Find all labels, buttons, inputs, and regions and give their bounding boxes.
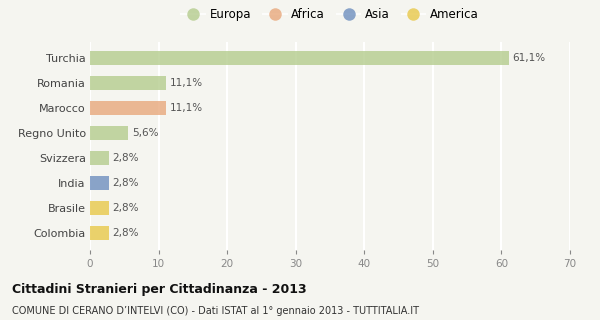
Text: COMUNE DI CERANO D’INTELVI (CO) - Dati ISTAT al 1° gennaio 2013 - TUTTITALIA.IT: COMUNE DI CERANO D’INTELVI (CO) - Dati I… <box>12 306 419 316</box>
Bar <box>90 101 166 115</box>
Bar <box>90 151 109 165</box>
Legend: Europa, Africa, Asia, America: Europa, Africa, Asia, America <box>179 6 481 24</box>
Text: Cittadini Stranieri per Cittadinanza - 2013: Cittadini Stranieri per Cittadinanza - 2… <box>12 283 307 296</box>
Bar <box>90 226 109 240</box>
Text: 11,1%: 11,1% <box>170 103 203 113</box>
Bar <box>90 201 109 215</box>
Bar <box>90 126 128 140</box>
Text: 61,1%: 61,1% <box>512 53 545 63</box>
Bar <box>90 76 166 90</box>
Text: 2,8%: 2,8% <box>113 228 139 238</box>
Bar <box>90 176 109 190</box>
Text: 2,8%: 2,8% <box>113 178 139 188</box>
Text: 2,8%: 2,8% <box>113 153 139 163</box>
Text: 5,6%: 5,6% <box>132 128 158 138</box>
Text: 2,8%: 2,8% <box>113 203 139 213</box>
Bar <box>90 51 509 65</box>
Text: 11,1%: 11,1% <box>170 78 203 88</box>
